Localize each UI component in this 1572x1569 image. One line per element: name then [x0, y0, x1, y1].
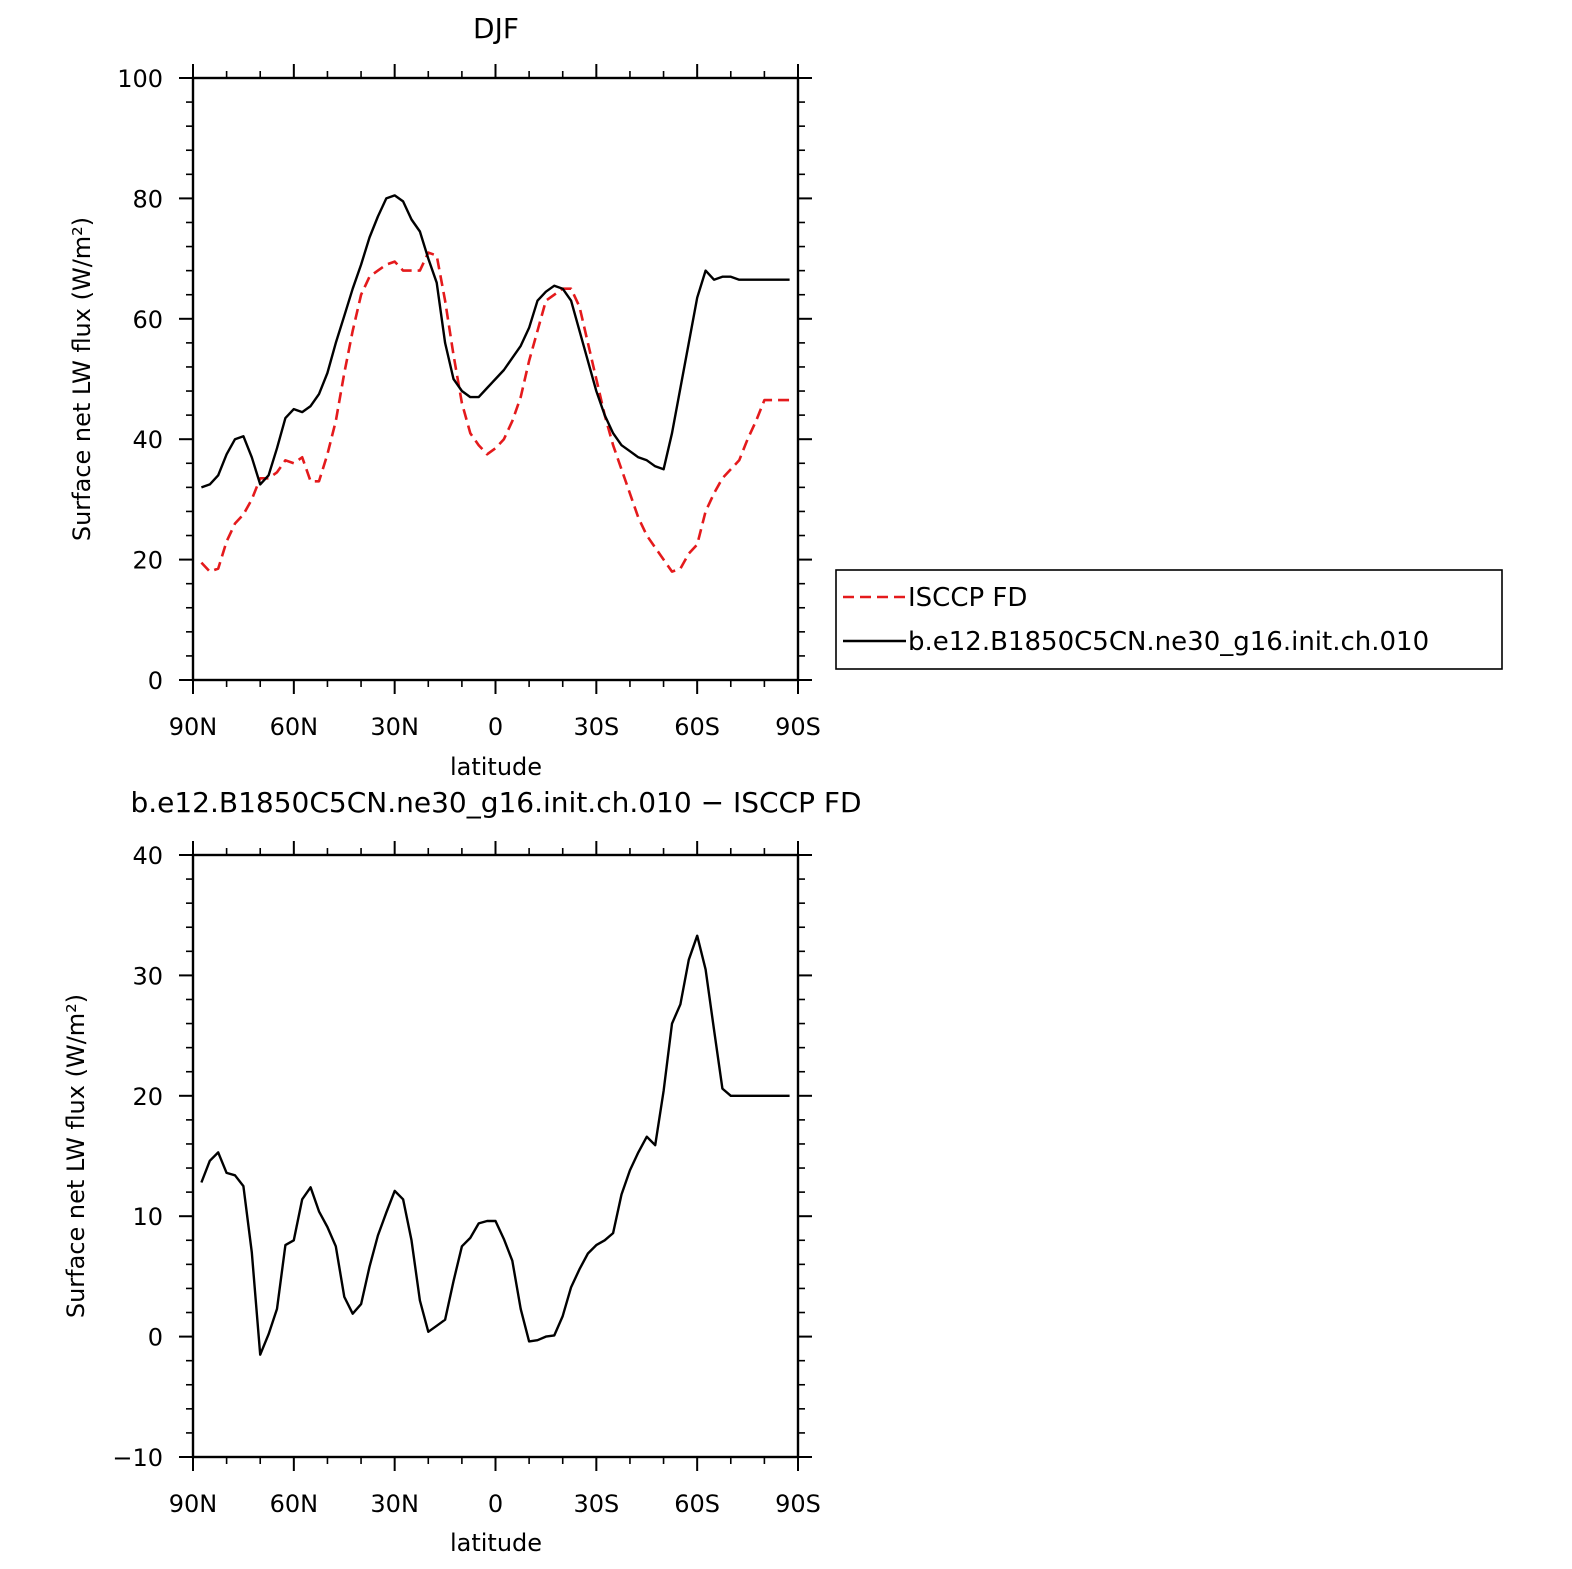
- y-tick-label: 10: [132, 1203, 163, 1231]
- bottom-y-axis-label: Surface net LW flux (W/m²): [62, 994, 90, 1318]
- legend-frame: [835, 569, 1503, 670]
- x-tick-label: 90N: [169, 1490, 218, 1518]
- x-tick-label: 90N: [169, 713, 218, 741]
- series-line-model: [200, 934, 790, 1356]
- y-tick-label: 80: [132, 185, 163, 213]
- x-tick-label: 30S: [573, 1490, 619, 1518]
- series-line-model: [200, 194, 790, 489]
- y-tick-label: 20: [132, 547, 163, 575]
- y-tick-label: 60: [132, 306, 163, 334]
- y-tick-label: 40: [132, 426, 163, 454]
- x-tick-label: 60N: [270, 1490, 319, 1518]
- bottom-panel: b.e12.B1850C5CN.ne30_g16.init.ch.010 − I…: [62, 786, 862, 1557]
- top-y-axis-label: Surface net LW flux (W/m²): [68, 217, 96, 541]
- y-tick-label: 20: [132, 1083, 163, 1111]
- x-tick-label: 90S: [775, 713, 821, 741]
- y-tick-label: 30: [132, 962, 163, 990]
- y-tick-label: 0: [148, 667, 163, 695]
- x-tick-label: 30N: [370, 713, 419, 741]
- x-tick-label: 60S: [674, 1490, 720, 1518]
- y-tick-label: 100: [117, 65, 163, 93]
- legend: ISCCP FD b.e12.B1850C5CN.ne30_g16.init.c…: [835, 569, 1503, 670]
- top-chart-title: DJF: [473, 12, 519, 45]
- bottom-chart-title: b.e12.B1850C5CN.ne30_g16.init.ch.010 − I…: [130, 786, 861, 819]
- legend-label-isccp: ISCCP FD: [908, 583, 1027, 613]
- bottom-plot-frame: [191, 853, 800, 1459]
- bottom-x-axis-label: latitude: [450, 1529, 542, 1557]
- y-tick-label: 0: [148, 1324, 163, 1352]
- x-tick-label: 30S: [573, 713, 619, 741]
- legend-label-model: b.e12.B1850C5CN.ne30_g16.init.ch.010: [908, 627, 1429, 657]
- x-tick-label: 0: [488, 1490, 503, 1518]
- y-tick-label: −10: [112, 1444, 163, 1472]
- x-tick-label: 30N: [370, 1490, 419, 1518]
- y-tick-label: 40: [132, 842, 163, 870]
- x-tick-label: 0: [488, 713, 503, 741]
- x-tick-label: 90S: [775, 1490, 821, 1518]
- top-x-axis-label: latitude: [450, 753, 542, 781]
- x-tick-label: 60N: [270, 713, 319, 741]
- top-panel: DJF 0 20 40 60 80 100 90N 60N 30N 0 30S 60S 90S lati…: [68, 12, 821, 781]
- series-line-isccp: [200, 251, 790, 573]
- x-tick-label: 60S: [674, 713, 720, 741]
